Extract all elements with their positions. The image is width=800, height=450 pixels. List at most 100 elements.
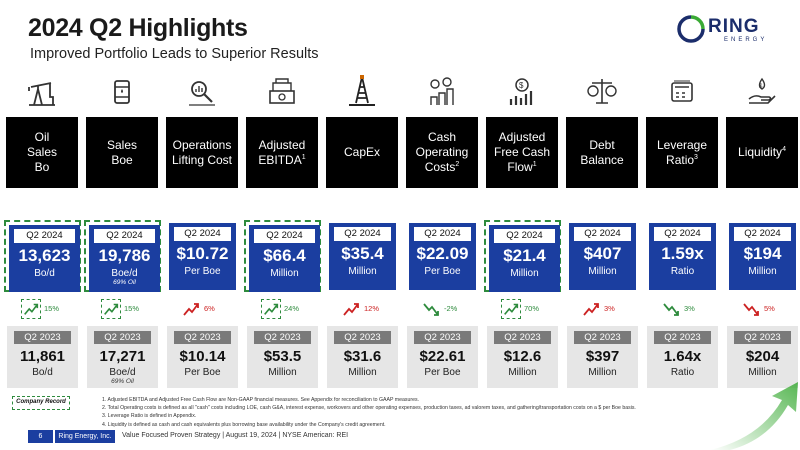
footnote: 4. Liquidity is defined as cash and cash… <box>102 421 386 428</box>
trend-up-icon <box>101 299 121 319</box>
trend-indicator: 12% <box>341 299 386 319</box>
metric-header: Sales Boe <box>86 117 158 188</box>
prior-unit: Per Boe <box>184 367 221 378</box>
footer: 6 Ring Energy, Inc. Value Focused Proven… <box>0 430 800 444</box>
change-percent: 70% <box>524 304 540 313</box>
current-quarter-box: Q2 2024 $407 Million <box>569 223 636 290</box>
trend-indicator: 15% <box>101 299 146 319</box>
prior-year-box: Q2 2023 1.64x Ratio <box>647 326 718 388</box>
current-quarter-card: Q2 2024 $22.09 Per Boe <box>404 220 481 292</box>
page-title: 2024 Q2 Highlights <box>28 14 248 42</box>
change-percent: 5% <box>764 304 775 313</box>
prior-year-box: Q2 2023 $22.61 Per Boe <box>407 326 478 388</box>
drilling-rig-icon <box>349 75 375 106</box>
ring-logo-icon <box>677 15 705 43</box>
quarter-label: Q2 2024 <box>734 227 791 241</box>
company-record-legend: Company Record <box>12 396 70 410</box>
metric-header: Oil Sales Bo <box>6 117 78 188</box>
trend-down-bad-icon <box>743 303 759 316</box>
current-quarter-card: Q2 2024 $407 Million <box>564 220 641 292</box>
metric-column: Cash Operating Costs2 Q2 2024 $22.09 Per B… <box>404 0 479 400</box>
current-value: 19,786 <box>98 246 151 265</box>
svg-text:$: $ <box>759 84 763 90</box>
logo-tagline: ENERGY <box>724 37 768 43</box>
prior-year-box: Q2 2023 $397 Million <box>567 326 638 388</box>
current-value: $10.72 <box>176 244 229 263</box>
money-stack-icon <box>269 78 295 104</box>
current-quarter-box: Q2 2024 13,623 Bo/d <box>9 225 80 292</box>
current-unit: Boe/d <box>111 268 138 279</box>
current-note: 69% Oil <box>113 279 136 286</box>
current-unit: Million <box>348 266 377 277</box>
metric-column: CapEx Q2 2024 $35.4 Million 12% Q2 2023 … <box>324 0 399 400</box>
footnote: 1. Adjusted EBITDA and Adjusted Free Cas… <box>102 397 419 403</box>
footnote: 3. Leverage Ratio is defined in Appendix… <box>102 413 197 420</box>
current-quarter-card: Q2 2024 13,623 Bo/d <box>4 220 81 292</box>
prior-unit: Million <box>748 367 777 378</box>
prior-value: $12.6 <box>503 348 542 365</box>
metric-column: Debt Balance Q2 2024 $407 Million 3% Q2 2… <box>564 0 639 400</box>
current-value: $21.4 <box>503 246 546 265</box>
quarter-label: Q2 2023 <box>654 331 711 344</box>
metric-column: Oil Sales Bo Q2 2024 13,623 Bo/d 15% Q2 20… <box>4 0 81 400</box>
metric-column: Leverage Ratio3 Q2 2024 1.59x Ratio 3% Q2… <box>644 0 719 400</box>
prior-unit: Boe/d <box>109 367 136 378</box>
prior-year-box: Q2 2023 $31.6 Million <box>327 326 398 388</box>
prior-unit: Ratio <box>670 367 695 378</box>
metric-header: Operations Lifting Cost <box>166 117 238 188</box>
metric-header: CapEx <box>326 117 398 188</box>
calculator-icon <box>671 80 693 102</box>
quarter-label: Q2 2023 <box>334 331 391 344</box>
current-quarter-box: Q2 2024 $194 Million <box>729 223 796 290</box>
page-number: 6 <box>28 430 53 443</box>
change-percent: 6% <box>204 304 215 313</box>
current-quarter-card: Q2 2024 $10.72 Per Boe <box>164 220 241 292</box>
change-percent: 12% <box>364 304 380 313</box>
quarter-label: Q2 2024 <box>94 229 155 243</box>
current-unit: Per Boe <box>184 266 221 277</box>
trend-indicator: 24% <box>261 299 306 319</box>
coins-growth-icon <box>430 77 454 105</box>
current-unit: Per Boe <box>424 266 461 277</box>
quarter-label: Q2 2024 <box>654 227 711 241</box>
current-unit: Million <box>588 266 617 277</box>
logo-text: RING <box>708 16 760 37</box>
prior-year-box: Q2 2023 17,271 Boe/d 69% Oil <box>87 326 158 388</box>
current-unit: Ratio <box>670 266 695 277</box>
current-quarter-box: Q2 2024 $35.4 Million <box>329 223 396 290</box>
quarter-label: Q2 2024 <box>14 229 75 243</box>
prior-year-box: Q2 2023 $12.6 Million <box>487 326 558 388</box>
metric-header: Adjusted Free Cash Flow1 <box>486 117 558 188</box>
current-unit: Bo/d <box>34 268 55 279</box>
change-percent: 3% <box>684 304 695 313</box>
trend-down-good-icon <box>663 303 679 316</box>
ring-energy-logo: RING ENERGY <box>676 14 776 44</box>
current-quarter-box: Q2 2024 $22.09 Per Boe <box>409 223 476 290</box>
trend-indicator: 70% <box>501 299 546 319</box>
prior-note: 69% Oil <box>111 378 134 385</box>
prior-value: $397 <box>585 348 620 365</box>
trend-up-bad-icon <box>343 303 359 316</box>
prior-value: $31.6 <box>343 348 382 365</box>
metric-column: Sales Boe Q2 2024 19,786 Boe/d 69% Oil 15… <box>84 0 161 400</box>
quarter-label: Q2 2023 <box>94 331 151 344</box>
prior-unit: Million <box>268 367 297 378</box>
footer-company: Ring Energy, Inc. <box>55 430 115 443</box>
cash-flow-icon: $ <box>509 78 533 105</box>
metric-column: $ Adjusted Free Cash Flow1 Q2 2024 $21.4 M… <box>484 0 561 400</box>
trend-up-icon <box>501 299 521 319</box>
quarter-label: Q2 2023 <box>14 331 71 344</box>
trend-indicator: 3% <box>581 299 626 319</box>
trend-up-icon <box>21 299 41 319</box>
prior-unit: Per Boe <box>424 367 461 378</box>
footnotes: 1. Adjusted EBITDA and Adjusted Free Cas… <box>102 396 702 429</box>
page-subtitle: Improved Portfolio Leads to Superior Res… <box>30 46 319 62</box>
prior-value: 17,271 <box>99 348 146 365</box>
current-value: $22.09 <box>416 244 469 263</box>
svg-text:$: $ <box>519 81 524 90</box>
change-percent: 24% <box>284 304 300 313</box>
current-quarter-box: Q2 2024 19,786 Boe/d 69% Oil <box>89 225 160 292</box>
quarter-label: Q2 2024 <box>414 227 471 241</box>
trend-down-good-icon <box>423 303 439 316</box>
metric-header: Adjusted EBITDA1 <box>246 117 318 188</box>
